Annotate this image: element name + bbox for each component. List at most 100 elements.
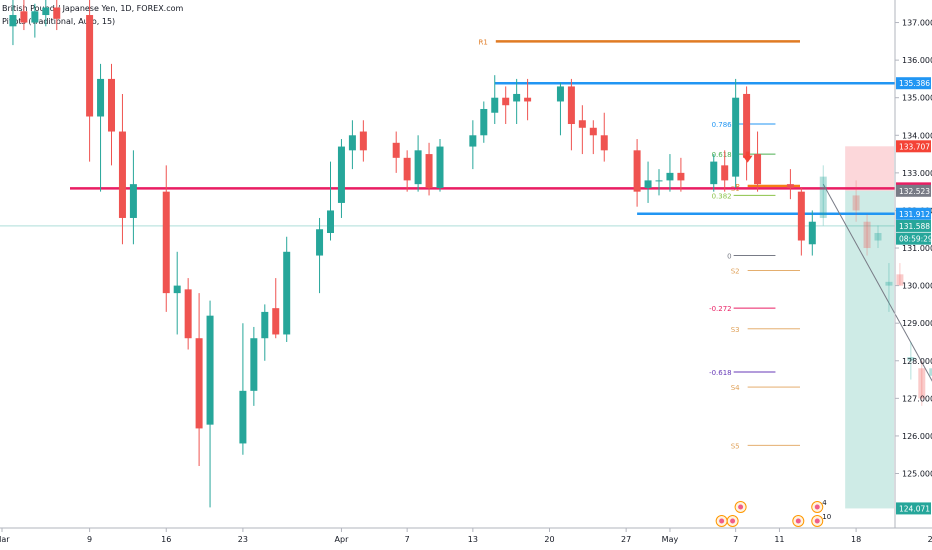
price-badge-bg: [896, 77, 931, 90]
candle: [108, 63, 115, 166]
event-marker-dot-icon: [814, 504, 820, 510]
candle-body: [524, 97, 532, 102]
time-tick-label: 16: [161, 535, 171, 544]
candle: [162, 165, 170, 312]
candle: [929, 368, 932, 376]
candle-body: [348, 135, 356, 151]
candle-body: [162, 191, 170, 294]
fib-label: 0.382: [712, 192, 732, 200]
price-badge-bg: [896, 140, 931, 153]
candle: [86, 0, 94, 162]
candle-body: [425, 154, 433, 188]
chart-title: British Pound / Japanese Yen, 1D, FOREX.…: [2, 4, 184, 13]
candle-body: [732, 97, 740, 177]
candle-body: [644, 180, 652, 188]
candle-body: [589, 127, 597, 136]
candle: [710, 154, 718, 192]
candle: [655, 169, 663, 196]
candle-body: [316, 229, 324, 256]
time-tick-label: May: [662, 535, 679, 544]
pivot-label: S3: [731, 326, 740, 334]
candle-body: [655, 180, 663, 182]
price-tick-label: 127.000: [902, 394, 932, 403]
price-badge: 135.386: [896, 77, 931, 90]
time-tick-label: Mar: [0, 535, 10, 544]
price-badge-bg: [896, 219, 931, 232]
candle-body: [118, 131, 126, 218]
candle-body: [272, 308, 280, 335]
candle: [797, 187, 805, 256]
candle-body: [885, 281, 893, 286]
time-tick-label: 11: [774, 535, 784, 544]
candle: [863, 214, 871, 256]
candle: [567, 78, 575, 151]
price-badge-label: 131.912: [899, 210, 930, 219]
time-tick-label: 20: [544, 535, 554, 544]
sell-arrow-stem-icon: [745, 151, 750, 157]
candle-body: [513, 93, 521, 102]
candle-body: [578, 120, 586, 128]
price-badge-label: 124.071: [899, 504, 930, 513]
fib-label: -0.618: [709, 369, 732, 377]
candle: [885, 263, 893, 312]
candle-body: [786, 184, 794, 188]
candle-body: [392, 142, 400, 158]
price-badge-bg: [896, 502, 931, 515]
price-tick-label: 137.000: [902, 19, 932, 28]
candle-body: [491, 97, 499, 113]
candle: [896, 263, 904, 286]
position-target-zone: [845, 190, 894, 509]
candle: [808, 210, 816, 256]
time-tick-label: Apr: [335, 535, 350, 544]
candle: [31, 3, 39, 38]
candle: [480, 101, 488, 143]
candle: [348, 120, 356, 170]
candle: [491, 75, 499, 125]
candle: [206, 300, 214, 508]
price-badge: 08:59:29: [896, 232, 932, 245]
price-badge: 124.071: [896, 502, 931, 515]
candle-body: [31, 11, 39, 23]
price-tick-label: 130.000: [902, 282, 932, 291]
candle-body: [852, 195, 860, 211]
candle: [272, 278, 280, 339]
fib-label: -0.272: [709, 305, 732, 313]
candle: [918, 360, 926, 406]
fib-label: 0: [727, 253, 731, 261]
candle-body: [184, 289, 192, 339]
candle-body: [436, 146, 444, 188]
candle-body: [874, 232, 882, 241]
candle: [436, 139, 444, 192]
candle: [819, 165, 827, 226]
candle: [743, 86, 751, 181]
candle: [9, 0, 17, 46]
candle: [666, 154, 674, 192]
position-stop-zone: [845, 146, 894, 191]
time-tick-label: 27: [621, 535, 631, 544]
candle: [283, 236, 291, 342]
time-tick-label: 7: [405, 535, 410, 544]
pivot-label: S2: [731, 268, 740, 276]
candle: [425, 142, 433, 196]
candle-body: [195, 338, 203, 429]
price-badge: 132.523: [896, 184, 931, 197]
event-marker-dot-icon: [719, 518, 725, 524]
time-tick-label: 25: [928, 535, 932, 544]
candle-body: [502, 97, 510, 106]
candle: [721, 150, 729, 192]
indicator-label: Pivots (Traditional, Auto, 15): [2, 17, 116, 26]
candle-body: [469, 135, 477, 147]
candle-body: [9, 15, 17, 27]
candle: [195, 293, 203, 466]
candle-body: [20, 11, 28, 23]
price-tick-label: 126.000: [902, 432, 932, 441]
candle: [502, 86, 510, 125]
price-badge-bg: [896, 184, 931, 197]
candle-body: [86, 15, 94, 117]
candle-body: [206, 315, 214, 425]
candle-body: [677, 172, 685, 181]
candle: [414, 135, 422, 192]
candle: [874, 225, 882, 249]
event-marker-dot-icon: [795, 518, 801, 524]
